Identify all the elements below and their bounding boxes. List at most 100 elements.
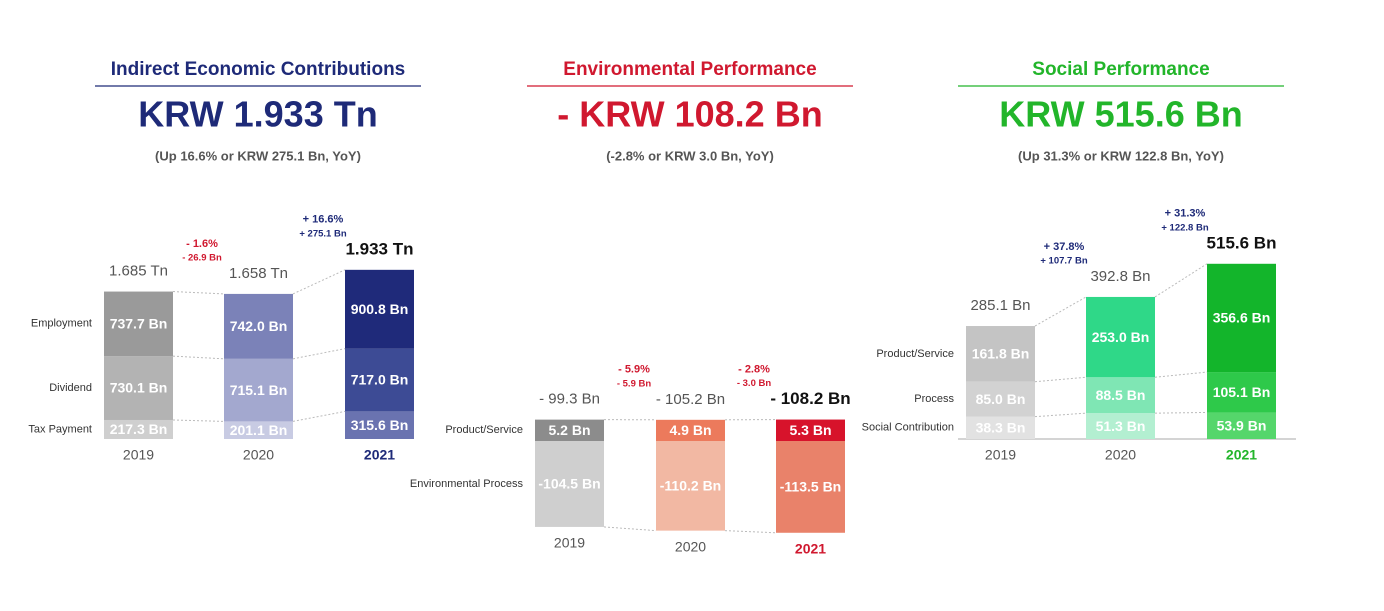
year-label: 2021	[364, 447, 395, 463]
bar-segment	[1207, 412, 1276, 439]
bar-segment	[966, 326, 1035, 382]
bar-segment	[535, 419, 604, 441]
segment-label: 900.8 Bn	[351, 301, 409, 317]
bar-segment	[1207, 263, 1276, 373]
segment-label: 85.0 Bn	[976, 391, 1026, 407]
connector	[292, 348, 346, 360]
bar-segment	[345, 411, 414, 439]
change-pct: + 31.3%	[1165, 208, 1206, 220]
bar-segment	[345, 348, 414, 412]
row-label: Environmental Process	[410, 478, 524, 490]
change-amount: - 5.9 Bn	[617, 378, 652, 389]
panel-title: Social Performance	[1032, 59, 1209, 80]
total-label: 1.685 Tn	[109, 263, 168, 280]
segment-label: 53.9 Bn	[1217, 417, 1267, 433]
segment-label: 253.0 Bn	[1092, 329, 1150, 345]
segment-label: -113.5 Bn	[780, 479, 841, 495]
subtitle: (Up 16.6% or KRW 275.1 Bn, YoY)	[155, 148, 361, 163]
segment-label: 730.1 Bn	[110, 380, 168, 396]
year-label: 2019	[985, 447, 1016, 463]
bar-segment	[224, 421, 293, 439]
row-label: Product/Service	[445, 424, 523, 436]
connector	[292, 410, 346, 422]
change-amount: + 275.1 Bn	[299, 228, 346, 239]
change-pct: - 5.9%	[618, 364, 650, 376]
connector	[172, 419, 225, 422]
row-label: Dividend	[49, 382, 92, 394]
connector	[1034, 296, 1087, 327]
year-label: 2021	[1226, 447, 1257, 463]
total-label: 1.933 Tn	[345, 239, 413, 258]
change-amount: - 26.9 Bn	[182, 252, 222, 263]
segment-label: 38.3 Bn	[976, 420, 1026, 436]
bar-segment	[1086, 413, 1155, 439]
year-label: 2019	[123, 447, 154, 463]
bar-segment	[104, 291, 173, 357]
segment-label: 51.3 Bn	[1096, 418, 1146, 434]
subtitle: (-2.8% or KRW 3.0 Bn, YoY)	[606, 148, 774, 163]
total-label: - 108.2 Bn	[770, 389, 850, 408]
bar-segment	[345, 269, 414, 349]
row-label: Process	[914, 393, 954, 405]
panel-title: Environmental Performance	[563, 59, 816, 80]
headline: KRW 515.6 Bn	[999, 94, 1242, 135]
segment-label: 715.1 Bn	[230, 382, 288, 398]
connector	[603, 526, 657, 532]
connector	[1154, 411, 1208, 414]
change-amount: + 107.7 Bn	[1040, 255, 1087, 266]
total-label: 285.1 Bn	[970, 297, 1030, 314]
row-label: Employment	[31, 318, 92, 330]
bar-segment	[656, 419, 725, 441]
bar-segment	[224, 358, 293, 422]
segment-label: 5.2 Bn	[548, 422, 590, 438]
segment-label: 315.6 Bn	[351, 417, 409, 433]
bar-segment	[1207, 372, 1276, 413]
connector	[292, 269, 346, 295]
connector	[1154, 263, 1208, 298]
connector	[724, 530, 777, 534]
connector	[1034, 412, 1087, 418]
change-pct: + 37.8%	[1044, 241, 1085, 253]
total-label: - 99.3 Bn	[539, 391, 600, 408]
change-amount: - 3.0 Bn	[737, 378, 772, 389]
segment-label: 5.3 Bn	[789, 422, 831, 438]
segment-label: 88.5 Bn	[1096, 387, 1146, 403]
total-label: 1.658 Tn	[229, 265, 288, 282]
headline: KRW 1.933 Tn	[138, 94, 377, 135]
change-pct: - 1.6%	[186, 238, 218, 250]
segment-label: 161.8 Bn	[972, 346, 1030, 362]
change-pct: - 2.8%	[738, 363, 770, 375]
bar-segment	[1086, 377, 1155, 414]
bar-segment	[104, 356, 173, 420]
bar-segment	[776, 419, 845, 441]
segment-label: 717.0 Bn	[351, 372, 409, 388]
bar-segment	[656, 441, 725, 531]
row-label: Social Contribution	[862, 422, 954, 434]
change-amount: + 122.8 Bn	[1161, 222, 1208, 233]
segment-label: 742.0 Bn	[230, 318, 288, 334]
row-label: Product/Service	[876, 348, 954, 360]
year-label: 2020	[1105, 447, 1136, 463]
year-label: 2021	[795, 540, 826, 556]
total-label: - 105.2 Bn	[656, 391, 725, 408]
segment-label: 105.1 Bn	[1213, 384, 1271, 400]
subtitle: (Up 31.3% or KRW 122.8 Bn, YoY)	[1018, 148, 1224, 163]
total-label: 392.8 Bn	[1090, 268, 1150, 285]
change-pct: + 16.6%	[303, 214, 344, 226]
segment-label: -110.2 Bn	[660, 478, 721, 494]
bar-segment	[1086, 296, 1155, 378]
bar-segment	[966, 381, 1035, 417]
segment-label: 217.3 Bn	[110, 421, 168, 437]
connector	[172, 291, 225, 295]
bar-segment	[966, 416, 1035, 439]
year-label: 2020	[675, 538, 706, 554]
segment-label: 4.9 Bn	[669, 422, 711, 438]
segment-label: 737.7 Bn	[110, 316, 168, 332]
year-label: 2020	[243, 447, 274, 463]
connector	[1034, 376, 1087, 383]
connector	[172, 355, 225, 360]
bar-segment	[535, 441, 604, 527]
bar-segment	[224, 293, 293, 359]
